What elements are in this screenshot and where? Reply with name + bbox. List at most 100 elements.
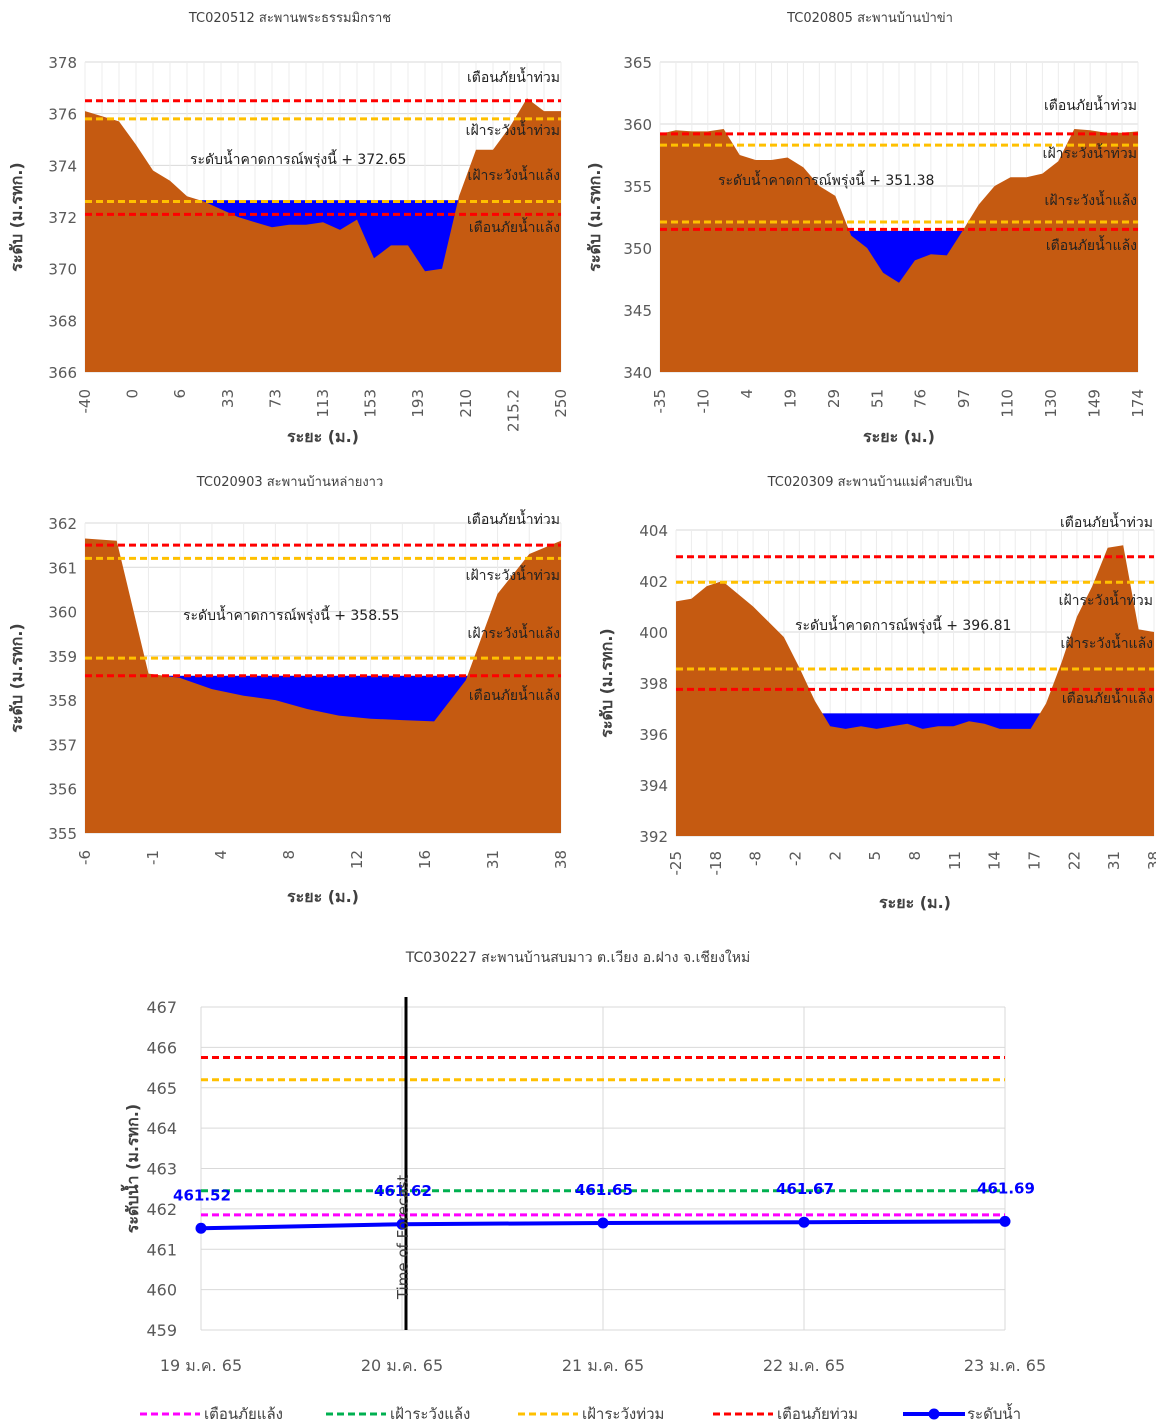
x-tick-label: -6 <box>76 850 94 865</box>
x-tick-label: 174 <box>1129 389 1147 418</box>
threshold-label: เฝ้าระวังน้ำท่วม <box>1043 143 1137 162</box>
threshold-label: เตือนภัยน้ำท่วม <box>467 509 560 528</box>
chart-title: TC030227 สะพานบ้านสบมาว ต.เวียง อ.ฝาง จ.… <box>405 949 750 966</box>
x-tick-label: -10 <box>694 389 712 414</box>
forecast-level-label: ระดับน้ำคาดการณ์พรุ่งนี้ + 358.55 <box>183 605 399 624</box>
y-tick-label: 464 <box>146 1119 177 1138</box>
y-tick-label: 370 <box>48 261 77 279</box>
x-axis-label: ระยะ (ม.) <box>287 427 359 446</box>
x-tick-label: -40 <box>76 389 94 414</box>
y-tick-label: 360 <box>623 116 652 134</box>
y-axis-label: ระดับน้ำ (ม.รทก.) <box>120 1104 142 1233</box>
chart-title: TC020309 สะพานบ้านแม่คำสบเปิน <box>767 475 973 490</box>
y-axis-label: ระดับ (ม.รทก.) <box>585 162 604 271</box>
y-tick-label: 350 <box>623 240 652 258</box>
y-tick-label: 366 <box>48 364 77 382</box>
x-tick-label: 8 <box>906 851 924 861</box>
cross-section-chart-1: TC020512 สะพานพระธรรมมิกราช 366 368 370 372 3… <box>7 11 570 446</box>
threshold-label: เตือนภัยน้ำแล้ง <box>1046 235 1137 254</box>
x-tick-label: 0 <box>124 389 142 399</box>
threshold-label: เตือนภัยน้ำแล้ง <box>469 217 560 236</box>
chart-title: TC020903 สะพานบ้านหล่ายงาว <box>196 475 384 490</box>
x-tick-label: -8 <box>747 851 765 866</box>
threshold-label: เตือนภัยน้ำแล้ง <box>1062 688 1153 707</box>
y-tick-label: 345 <box>623 302 652 320</box>
x-tick-label: 110 <box>999 389 1017 418</box>
x-tick-label: -25 <box>667 851 685 876</box>
y-tick-label: 466 <box>146 1038 177 1057</box>
x-tick-label: 149 <box>1086 389 1104 418</box>
legend-label: เฝ้าระวังแล้ง <box>390 1405 470 1423</box>
x-tick-label: 193 <box>409 389 427 418</box>
y-tick-label: 394 <box>639 777 668 795</box>
threshold-label: เตือนภัยน้ำแล้ง <box>469 685 560 704</box>
x-tick-label: 14 <box>986 851 1004 870</box>
y-tick-label: 358 <box>48 692 77 710</box>
y-tick-label: 396 <box>639 726 668 744</box>
y-tick-label: 360 <box>48 604 77 622</box>
x-tick-label: 97 <box>955 389 973 408</box>
y-tick-label: 463 <box>146 1160 177 1179</box>
x-tick-label: 76 <box>912 389 930 408</box>
x-tick-label: 51 <box>868 389 886 408</box>
x-tick-label: 215.2 <box>504 389 522 432</box>
threshold-label: เฝ้าระวังน้ำท่วม <box>466 565 560 584</box>
threshold-label: เฝ้าระวังน้ำแล้ง <box>468 165 560 184</box>
y-tick-label: 340 <box>623 364 652 382</box>
data-label: 461.65 <box>575 1181 633 1199</box>
data-label: 461.67 <box>776 1180 834 1198</box>
x-tick-label: 113 <box>314 389 332 418</box>
y-tick-label: 359 <box>48 648 77 666</box>
x-tick-label: 5 <box>866 851 884 861</box>
x-axis-label: ระยะ (ม.) <box>863 427 935 446</box>
x-tick-label: 73 <box>266 389 284 408</box>
x-tick-label: 29 <box>825 389 843 408</box>
y-tick-label: 356 <box>48 781 77 799</box>
threshold-label: เตือนภัยน้ำท่วม <box>467 67 560 86</box>
threshold-label: เตือนภัยน้ำท่วม <box>1060 512 1153 531</box>
threshold-label: เฝ้าระวังน้ำแล้ง <box>1061 633 1153 652</box>
threshold-label: เฝ้าระวังน้ำแล้ง <box>1045 190 1137 209</box>
water-level-point <box>798 1216 810 1228</box>
cross-section-chart-4: TC020309 สะพานบ้านแม่คำสบเปิน 392 394 396 39… <box>597 475 1156 912</box>
x-tick-label: 38 <box>552 850 570 869</box>
x-tick-label: -2 <box>787 851 805 866</box>
x-tick-label: 22 ม.ค. 65 <box>763 1356 845 1375</box>
legend-label: เฝ้าระวังท่วม <box>582 1405 664 1423</box>
data-label: 461.69 <box>977 1179 1035 1197</box>
x-tick-label: 22 <box>1065 851 1083 870</box>
x-tick-label: 153 <box>362 389 380 418</box>
y-tick-label: 459 <box>146 1321 177 1340</box>
threshold-label: เฝ้าระวังน้ำแล้ง <box>468 623 560 642</box>
x-tick-label: 2 <box>826 851 844 861</box>
y-axis-label: ระดับ (ม.รทก.) <box>7 623 26 732</box>
x-tick-label: 4 <box>212 850 230 860</box>
legend-label: เตือนภัยแล้ง <box>204 1405 283 1423</box>
x-tick-label: -18 <box>707 851 725 876</box>
x-tick-label: 21 ม.ค. 65 <box>562 1356 644 1375</box>
x-tick-label: -35 <box>651 389 669 414</box>
y-tick-label: 374 <box>48 157 77 175</box>
data-label: 461.52 <box>173 1186 231 1204</box>
x-tick-label: 31 <box>1105 851 1123 870</box>
cross-section-chart-2: TC020805 สะพานบ้านป่าข่า 340 345 350 355 360 3… <box>585 11 1147 446</box>
y-tick-label: 372 <box>48 209 77 227</box>
threshold-label: เฝ้าระวังน้ำท่วม <box>1059 590 1153 609</box>
x-tick-label: 20 ม.ค. 65 <box>361 1356 443 1375</box>
y-tick-label: 462 <box>146 1200 177 1219</box>
time-of-forecast-label: Time of Forecast <box>394 1175 412 1300</box>
y-tick-label: 392 <box>639 828 668 846</box>
legend-swatch-marker <box>928 1408 940 1420</box>
x-axis-label: ระยะ (ม.) <box>879 893 951 912</box>
x-tick-label: 210 <box>457 389 475 418</box>
x-tick-label: 8 <box>280 850 298 860</box>
y-tick-label: 460 <box>146 1281 177 1300</box>
x-tick-label: 33 <box>219 389 237 408</box>
x-tick-label: 130 <box>1042 389 1060 418</box>
forecast-level-label: ระดับน้ำคาดการณ์พรุ่งนี้ + 372.65 <box>190 149 406 168</box>
y-tick-label: 461 <box>146 1240 177 1259</box>
y-tick-label: 400 <box>639 624 668 642</box>
y-tick-label: 467 <box>146 998 177 1017</box>
legend-label: ระดับน้ำ <box>967 1403 1021 1423</box>
